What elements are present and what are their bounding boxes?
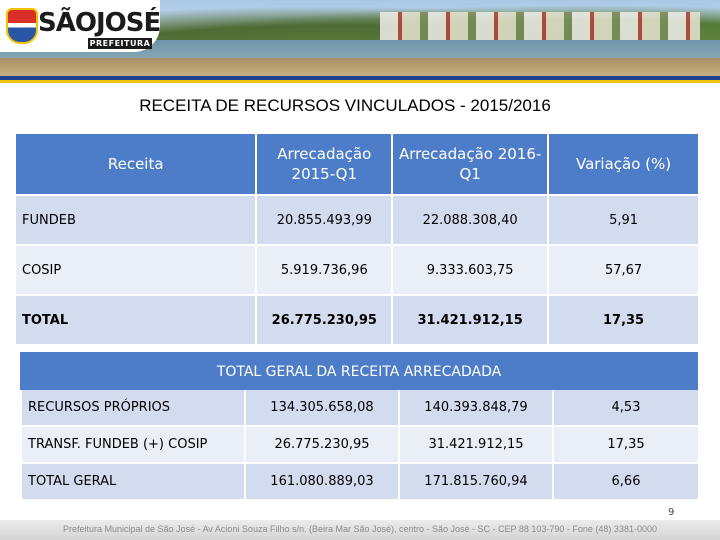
total-general-heading: TOTAL GERAL DA RECEITA ARRECADADA [20, 352, 698, 390]
row-label: FUNDEB [16, 196, 256, 244]
cell-2016: 140.393.848,79 [400, 390, 552, 425]
cell-2015: 26.775.230,95 [257, 296, 392, 344]
column-header-receita: Receita [16, 134, 256, 194]
row-label: COSIP [16, 246, 256, 294]
cell-2015: 20.855.493,99 [257, 196, 392, 244]
table-row-total: TOTAL 26.775.230,95 31.421.912,15 17,35 [16, 296, 698, 344]
header-banner: SÃOJOSÉ PREFEITURA [0, 0, 720, 76]
table-row: RECURSOS PRÓPRIOS 134.305.658,08 140.393… [22, 390, 698, 425]
footer-bar [0, 520, 720, 540]
table-row: FUNDEB 20.855.493,99 22.088.308,40 5,91 [16, 196, 698, 244]
table-row-total: TOTAL GERAL 161.080.889,03 171.815.760,9… [22, 464, 698, 499]
cell-2015: 5.919.736,96 [257, 246, 392, 294]
cell-2016: 31.421.912,15 [400, 427, 552, 462]
page-title: RECEITA DE RECURSOS VINCULADOS - 2015/20… [139, 96, 551, 115]
banner-water-photo [0, 40, 720, 60]
cell-2016: 9.333.603,75 [393, 246, 548, 294]
row-label: TOTAL GERAL [22, 464, 244, 499]
cell-variacao: 5,91 [549, 196, 698, 244]
page-number: 9 [668, 507, 675, 518]
cell-2016: 31.421.912,15 [393, 296, 548, 344]
cell-2016: 171.815.760,94 [400, 464, 552, 499]
cell-variacao: 17,35 [554, 427, 698, 462]
row-label: RECURSOS PRÓPRIOS [22, 390, 244, 425]
header-stripe-blue [0, 76, 720, 80]
total-general-table: RECURSOS PRÓPRIOS 134.305.658,08 140.393… [20, 388, 700, 501]
cell-variacao: 6,66 [554, 464, 698, 499]
cell-variacao: 17,35 [549, 296, 698, 344]
cell-2015: 134.305.658,08 [246, 390, 398, 425]
logo-subtitle: PREFEITURA [88, 38, 152, 49]
banner-beach-photo [0, 58, 720, 76]
city-emblem-icon [6, 8, 38, 44]
footer-address: Prefeitura Municipal de São José - Av Ac… [63, 524, 657, 534]
logo: SÃOJOSÉ PREFEITURA [0, 0, 161, 52]
column-header-variacao: Variação (%) [549, 134, 698, 194]
table-row: COSIP 5.919.736,96 9.333.603,75 57,67 [16, 246, 698, 294]
cell-variacao: 57,67 [549, 246, 698, 294]
row-label: TOTAL [16, 296, 256, 344]
cell-2015: 161.080.889,03 [246, 464, 398, 499]
cell-2015: 26.775.230,95 [246, 427, 398, 462]
column-header-2016: Arrecadação 2016-Q1 [393, 134, 548, 194]
logo-text: SÃOJOSÉ [38, 8, 161, 38]
cell-2016: 22.088.308,40 [393, 196, 548, 244]
cell-variacao: 4,53 [554, 390, 698, 425]
table-row: TRANSF. FUNDEB (+) COSIP 26.775.230,95 3… [22, 427, 698, 462]
header-stripe-yellow [0, 80, 720, 83]
row-label: TRANSF. FUNDEB (+) COSIP [22, 427, 244, 462]
revenue-table: Receita Arrecadação 2015-Q1 Arrecadação … [14, 132, 700, 346]
column-header-2015: Arrecadação 2015-Q1 [257, 134, 392, 194]
table-header-row: Receita Arrecadação 2015-Q1 Arrecadação … [16, 134, 698, 194]
banner-houses-photo [380, 12, 700, 44]
